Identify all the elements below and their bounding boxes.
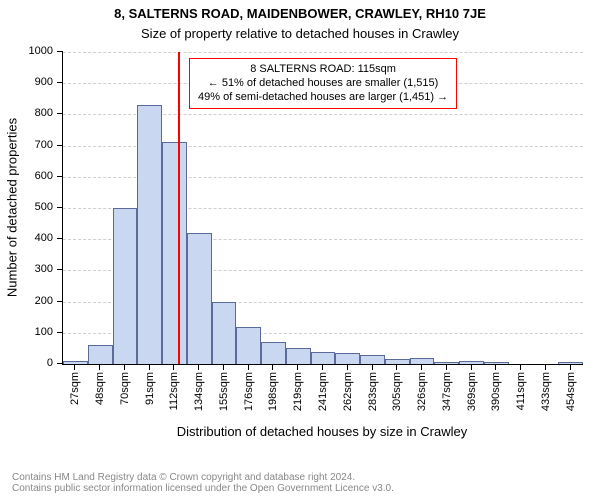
- annotation-box: 8 SALTERNS ROAD: 115sqm← 51% of detached…: [189, 58, 457, 109]
- x-tick-label: 347sqm: [441, 372, 453, 411]
- histogram-bar: [311, 352, 336, 364]
- x-tick-label: 454sqm: [565, 372, 577, 411]
- x-axis-label: Distribution of detached houses by size …: [62, 424, 582, 439]
- histogram-bar: [459, 361, 484, 364]
- footer: Contains HM Land Registry data © Crown c…: [12, 472, 394, 494]
- annotation-line: ← 51% of detached houses are smaller (1,…: [198, 77, 448, 91]
- x-tick-label: 176sqm: [243, 372, 255, 411]
- histogram-bar: [434, 362, 459, 364]
- plot-area: 0100200300400500600700800900100027sqm48s…: [62, 52, 583, 365]
- x-tick-label: 91sqm: [144, 372, 156, 405]
- footer-line1: Contains HM Land Registry data © Crown c…: [12, 472, 394, 483]
- chart-title-line1: 8, SALTERNS ROAD, MAIDENBOWER, CRAWLEY, …: [0, 6, 600, 21]
- y-tick-label: 600: [35, 170, 53, 182]
- y-tick-label: 500: [35, 201, 53, 213]
- x-tick-label: 262sqm: [342, 372, 354, 411]
- x-tick-label: 27sqm: [69, 372, 81, 405]
- footer-line2: Contains public sector information licen…: [12, 483, 394, 494]
- chart-title-line2: Size of property relative to detached ho…: [0, 26, 600, 41]
- histogram-bar: [360, 355, 385, 364]
- x-tick-label: 433sqm: [540, 372, 552, 411]
- x-tick-label: 390sqm: [490, 372, 502, 411]
- x-tick-label: 198sqm: [267, 372, 279, 411]
- reference-line: [178, 52, 180, 364]
- histogram-bar: [162, 142, 187, 364]
- histogram-bar: [113, 208, 138, 364]
- y-tick-label: 0: [47, 357, 53, 369]
- x-tick-label: 70sqm: [119, 372, 131, 405]
- histogram-bar: [236, 327, 261, 364]
- y-tick-label: 200: [35, 295, 53, 307]
- histogram-bar: [558, 362, 583, 364]
- x-tick-label: 155sqm: [218, 372, 230, 411]
- histogram-bar: [261, 342, 286, 364]
- x-tick-label: 411sqm: [515, 372, 527, 410]
- histogram-bar: [137, 105, 162, 364]
- x-tick-label: 369sqm: [466, 372, 478, 411]
- histogram-bar: [335, 353, 360, 364]
- y-axis-label: Number of detached properties: [5, 52, 20, 364]
- y-tick-label: 400: [35, 232, 53, 244]
- annotation-line: 49% of semi-detached houses are larger (…: [198, 91, 448, 105]
- y-tick-label: 700: [35, 139, 53, 151]
- x-tick-label: 326sqm: [416, 372, 428, 411]
- x-tick-label: 112sqm: [168, 372, 180, 410]
- histogram-bar: [63, 361, 88, 364]
- histogram-bar: [212, 302, 237, 364]
- x-tick-label: 134sqm: [193, 372, 205, 411]
- histogram-bar: [286, 348, 311, 364]
- y-tick-label: 100: [35, 326, 53, 338]
- annotation-line: 8 SALTERNS ROAD: 115sqm: [198, 63, 448, 77]
- x-tick-label: 219sqm: [292, 372, 304, 411]
- y-tick-label: 900: [35, 76, 53, 88]
- x-tick-label: 48sqm: [94, 372, 106, 405]
- y-tick-label: 300: [35, 263, 53, 275]
- histogram-bar: [187, 233, 212, 364]
- chart-root: 8, SALTERNS ROAD, MAIDENBOWER, CRAWLEY, …: [0, 0, 600, 500]
- x-tick-label: 305sqm: [391, 372, 403, 411]
- y-tick-label: 1000: [29, 45, 53, 57]
- y-tick-label: 800: [35, 107, 53, 119]
- histogram-bar: [88, 345, 113, 364]
- x-tick-label: 283sqm: [367, 372, 379, 411]
- x-tick-label: 241sqm: [317, 372, 329, 411]
- grid-line: [63, 52, 583, 53]
